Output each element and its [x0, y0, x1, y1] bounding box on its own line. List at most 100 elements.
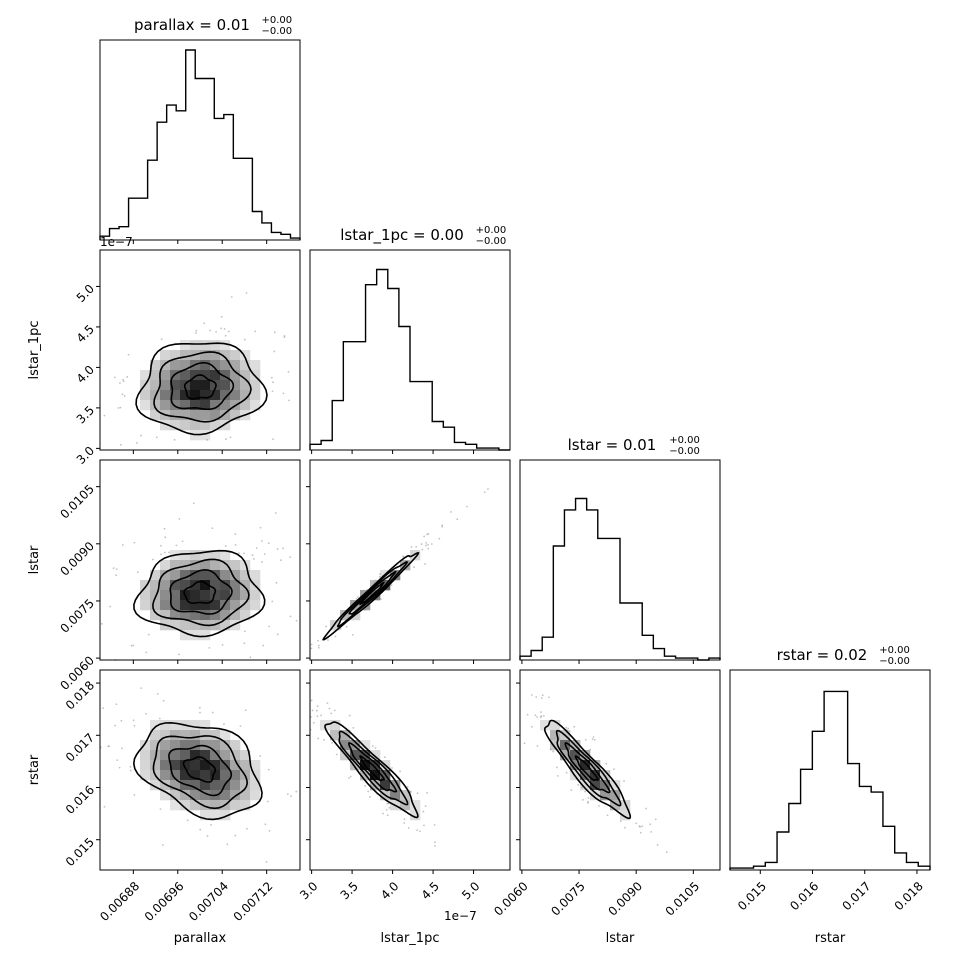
sample-point — [570, 789, 573, 791]
density-cell — [190, 380, 201, 391]
sample-point — [168, 551, 170, 554]
sample-point — [450, 511, 452, 513]
density-cell — [230, 580, 241, 591]
sample-point — [548, 696, 550, 699]
title-lstar_1pc: lstar_1pc = 0.00 — [340, 226, 464, 245]
sample-point — [282, 547, 285, 550]
sample-point — [423, 824, 425, 827]
sample-point — [593, 739, 596, 741]
sample-point — [119, 406, 122, 409]
histogram-lstar_1pc — [309, 268, 510, 451]
density-cell — [200, 590, 211, 601]
density-cell — [170, 390, 181, 401]
density-cell — [200, 400, 211, 411]
density-cell — [200, 630, 211, 641]
title-rstar: rstar = 0.02 — [777, 646, 868, 664]
sample-point — [316, 705, 319, 708]
density-cell — [170, 610, 181, 621]
sample-point — [199, 711, 201, 714]
contour-0.5sigma — [183, 374, 217, 400]
sample-point — [426, 533, 429, 536]
density-cell — [220, 740, 231, 751]
sample-point — [147, 633, 150, 636]
y-tick-label: 0.0090 — [57, 539, 97, 579]
density-cell — [180, 400, 191, 411]
density-cell — [330, 730, 341, 741]
density-cell — [140, 760, 151, 771]
density-cell — [240, 790, 251, 801]
density-cell — [200, 370, 211, 381]
sample-point — [367, 790, 369, 793]
sample-point — [160, 553, 163, 556]
density-cell — [240, 800, 251, 811]
density-cell — [140, 400, 151, 411]
y-tick-label: 0.0075 — [57, 596, 97, 636]
density-cell — [220, 390, 231, 401]
density-cell — [150, 580, 161, 591]
x-axis-label-parallax: parallax — [174, 931, 227, 946]
sample-point — [115, 574, 118, 577]
density-cell — [210, 800, 221, 811]
sample-point — [225, 438, 227, 441]
density-cell — [580, 770, 591, 781]
sample-point — [379, 573, 381, 575]
axes-frame — [309, 669, 511, 871]
y-tick-label: 5.0 — [74, 282, 97, 305]
density-cell — [160, 790, 171, 801]
density-cell — [210, 380, 221, 391]
sample-point — [268, 830, 271, 832]
sample-point — [140, 687, 143, 690]
sample-point — [226, 843, 229, 846]
sample-point — [386, 802, 389, 805]
axes-frame — [309, 459, 511, 661]
sample-point — [587, 797, 590, 799]
density-cell — [180, 360, 191, 371]
sample-point — [119, 443, 122, 446]
density-cell — [190, 620, 201, 631]
sample-point — [526, 713, 529, 716]
axes-frame — [519, 669, 721, 871]
contour-2sigma — [135, 342, 268, 436]
sample-point — [152, 558, 154, 561]
density-cell — [170, 730, 181, 741]
contour-0.5sigma — [183, 580, 217, 605]
density-cell — [220, 350, 231, 361]
hist-panel-parallax: parallax = 0.01 +0.00−0.00 — [99, 15, 301, 244]
density-cell — [190, 760, 201, 771]
sample-point — [402, 555, 404, 558]
sample-point — [116, 759, 119, 761]
x-axis-label-rstar: rstar — [815, 931, 846, 946]
density-cell — [230, 610, 241, 621]
sample-point — [276, 633, 279, 636]
density-cell — [410, 810, 421, 821]
sample-point — [203, 322, 206, 325]
sample-point — [272, 438, 274, 440]
density-cell — [340, 740, 351, 751]
density-cell — [160, 370, 171, 381]
sample-point — [323, 738, 325, 741]
sample-point — [123, 395, 126, 397]
density-cell — [200, 610, 211, 621]
density-cell — [180, 630, 191, 641]
density-cell — [150, 380, 161, 391]
sample-point — [288, 399, 290, 402]
density-cell — [200, 790, 211, 801]
y-tick-label: 0.016 — [63, 783, 97, 817]
density-cell — [180, 770, 191, 781]
sample-point — [650, 830, 653, 833]
density-cell — [220, 370, 231, 381]
x-offset-label: 1e−7 — [444, 909, 477, 923]
density-cell — [200, 410, 211, 421]
sample-point — [206, 439, 209, 441]
density-cell — [230, 760, 241, 771]
density-cell — [210, 370, 221, 381]
sample-point — [244, 709, 247, 712]
density-cell — [180, 620, 191, 631]
sample-point — [483, 491, 486, 494]
sample-point — [316, 715, 319, 718]
sample-point — [385, 809, 388, 811]
sample-point — [635, 822, 638, 825]
density-cell — [550, 740, 561, 751]
density-cell — [190, 800, 201, 811]
sample-point — [406, 785, 409, 788]
